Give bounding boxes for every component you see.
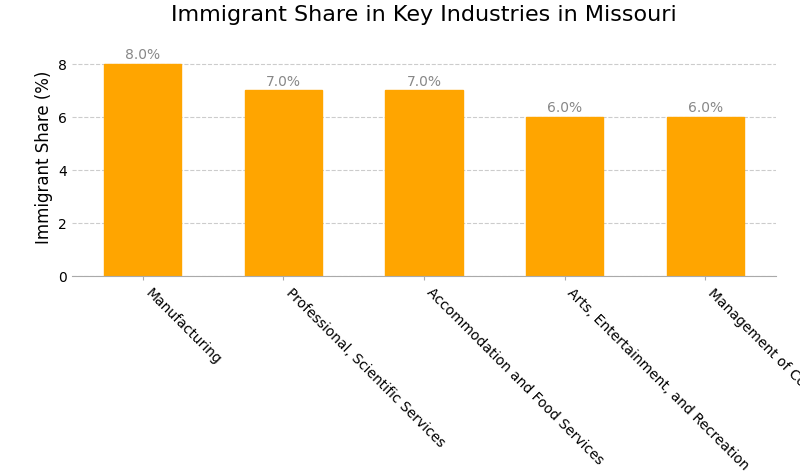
Text: 6.0%: 6.0% — [688, 101, 723, 115]
Text: 7.0%: 7.0% — [406, 74, 442, 89]
Title: Immigrant Share in Key Industries in Missouri: Immigrant Share in Key Industries in Mis… — [171, 6, 677, 25]
Y-axis label: Immigrant Share (%): Immigrant Share (%) — [34, 70, 53, 244]
Text: 8.0%: 8.0% — [125, 48, 160, 62]
Text: 7.0%: 7.0% — [266, 74, 301, 89]
Bar — [245, 91, 322, 276]
Bar — [386, 91, 462, 276]
Bar — [104, 65, 182, 276]
Text: 6.0%: 6.0% — [547, 101, 582, 115]
Bar — [526, 118, 603, 276]
Bar — [666, 118, 744, 276]
